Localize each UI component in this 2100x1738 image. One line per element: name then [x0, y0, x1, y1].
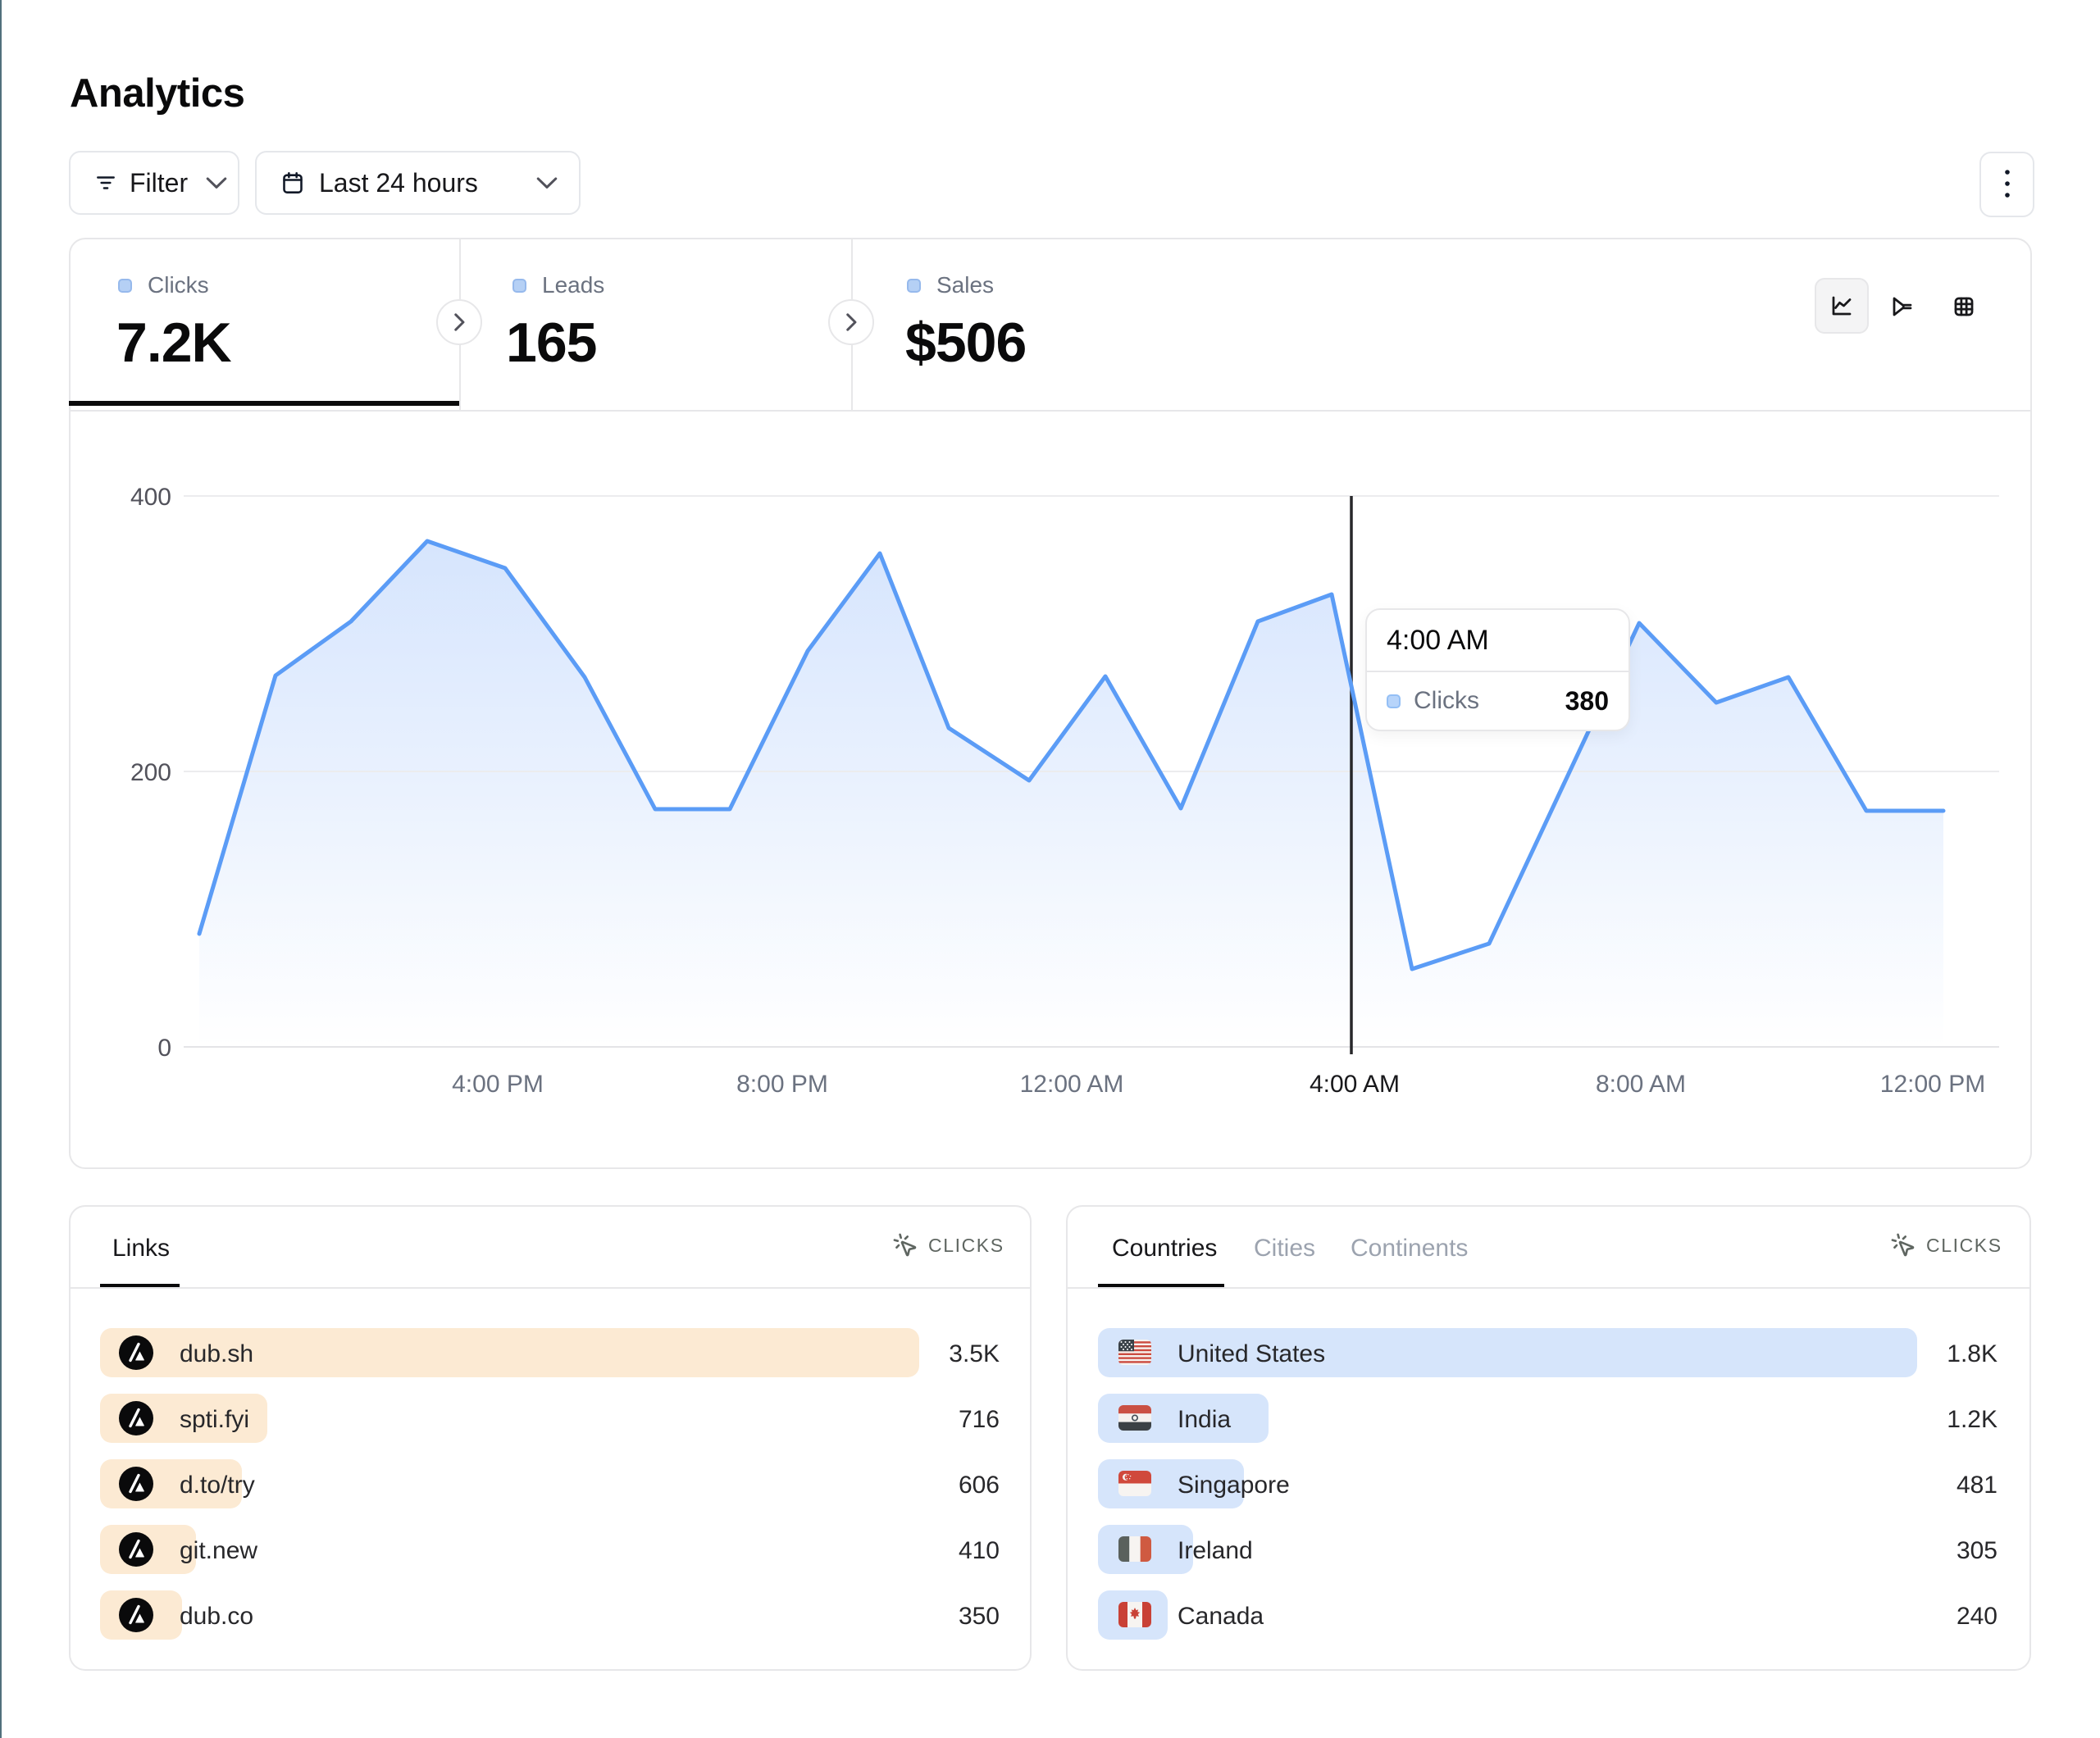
svg-text:8:00 PM: 8:00 PM	[736, 1071, 828, 1098]
svg-text:8:00 AM: 8:00 AM	[1596, 1071, 1686, 1098]
svg-text:12:00 PM: 12:00 PM	[1880, 1071, 1985, 1098]
svg-text:12:00 AM: 12:00 AM	[1020, 1071, 1124, 1098]
svg-text:0: 0	[157, 1035, 171, 1062]
svg-text:4:00 AM: 4:00 AM	[1310, 1071, 1400, 1098]
svg-text:200: 200	[130, 759, 171, 786]
svg-text:400: 400	[130, 484, 171, 511]
svg-text:4:00 PM: 4:00 PM	[452, 1071, 544, 1098]
